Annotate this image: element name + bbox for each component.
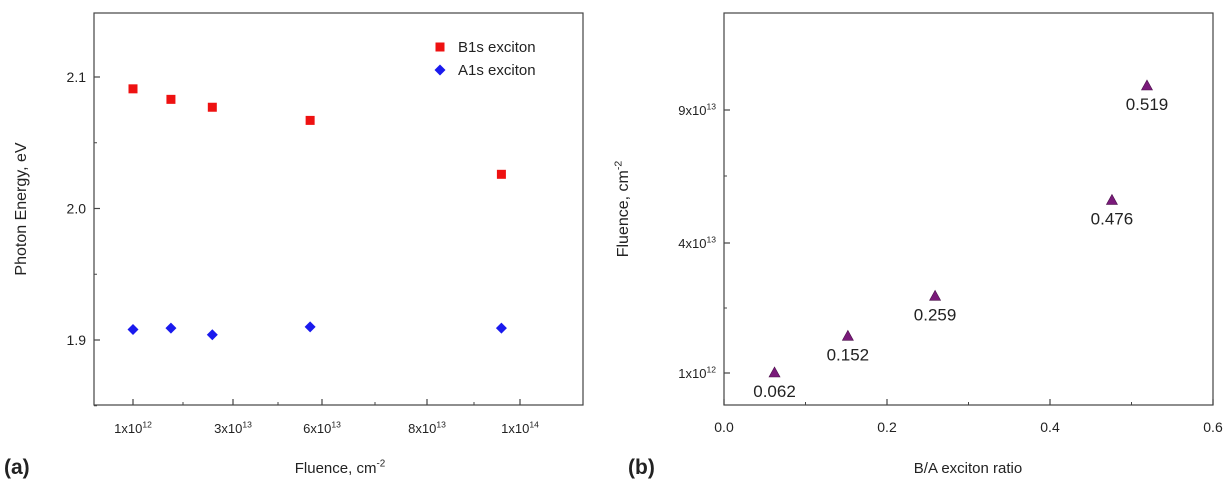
y-tick-label: 2.1 (67, 69, 87, 85)
y-tick-label: 4x1013 (678, 235, 716, 251)
x-tick-label: 0.2 (877, 419, 897, 435)
data-point (1140, 79, 1153, 91)
data-point (305, 115, 315, 125)
data-label: 0.259 (914, 305, 957, 324)
data-point (207, 102, 217, 112)
data-point (841, 329, 854, 341)
panel-b: 0.0 0.2 0.4 0.6 1x1012 4x1013 9x1013 B/A excito… (612, 12, 1223, 479)
x-tick-label: 8x1013 (408, 420, 446, 436)
x-tick-label: 0.6 (1203, 419, 1223, 435)
panel-b-plot-frame (723, 12, 1214, 406)
x-axis-title: B/A exciton ratio (914, 460, 1022, 477)
series-ratio: 0.062 0.152 0.259 0.476 0.519 (753, 79, 1169, 401)
data-label: 0.519 (1126, 95, 1169, 114)
x-axis-title: Fluence, cm-2 (295, 459, 385, 477)
data-label: 0.152 (827, 345, 870, 364)
y-tick-label: 1x1012 (678, 365, 716, 381)
data-point (206, 329, 218, 341)
data-point (165, 322, 177, 334)
x-tick-label: 3x1013 (214, 420, 252, 436)
data-point (127, 323, 139, 335)
data-point (166, 94, 176, 104)
panel-label-b: (b) (628, 456, 655, 479)
y-axis-title: Fluence, cm-2 (612, 161, 632, 258)
x-tick-label: 1x1014 (501, 420, 539, 436)
y-tick-label: 2.0 (67, 201, 87, 217)
legend-marker (434, 64, 446, 76)
y-tick-label: 9x1013 (678, 102, 716, 118)
data-point (768, 366, 781, 378)
panel-a: 1x1012 3x1013 6x1013 8x1013 1x1014 1.9 2.0 2.1 F… (4, 12, 584, 479)
x-tick-label: 0.0 (714, 419, 734, 435)
data-point (1105, 193, 1118, 205)
data-point (495, 322, 507, 334)
y-tick-label: 1.9 (67, 332, 87, 348)
x-tick-label: 0.4 (1040, 419, 1060, 435)
series-b1s (128, 84, 506, 179)
data-point (304, 321, 316, 333)
series-a1s (127, 321, 507, 341)
x-tick-label: 6x1013 (303, 420, 341, 436)
panel-label-a: (a) (4, 456, 30, 479)
y-axis-title: Photon Energy, eV (13, 142, 30, 275)
legend-label: A1s exciton (458, 62, 536, 79)
data-point (929, 289, 942, 301)
legend-marker (435, 42, 445, 52)
data-point (128, 84, 138, 94)
legend-label: B1s exciton (458, 39, 536, 56)
x-tick-label: 1x1012 (114, 420, 152, 436)
data-label: 0.476 (1091, 209, 1134, 228)
data-point (496, 169, 506, 179)
data-label: 0.062 (753, 382, 796, 401)
